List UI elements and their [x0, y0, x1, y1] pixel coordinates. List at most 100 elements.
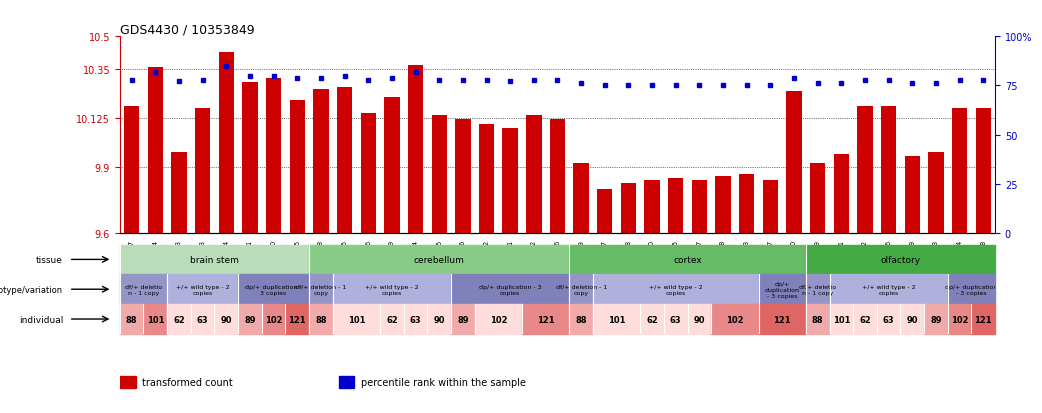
Bar: [880, 107, 896, 233]
Text: 88: 88: [126, 315, 138, 324]
Bar: [407, 66, 423, 233]
Bar: [597, 190, 613, 233]
Text: GDS4430 / 10353849: GDS4430 / 10353849: [120, 23, 254, 36]
Bar: [569, 275, 593, 304]
Text: 90: 90: [694, 315, 705, 324]
Bar: [361, 114, 376, 233]
Text: dp/+ duplication
- 3 copies: dp/+ duplication - 3 copies: [945, 284, 997, 295]
Bar: [451, 304, 475, 334]
Text: 101: 101: [348, 315, 365, 324]
Text: 102: 102: [726, 315, 744, 324]
Bar: [167, 304, 191, 334]
Bar: [120, 245, 309, 275]
Text: dp/+ duplication - 3
copies: dp/+ duplication - 3 copies: [479, 284, 542, 295]
Text: transformed count: transformed count: [142, 377, 232, 387]
Text: 63: 63: [670, 315, 681, 324]
Text: 101: 101: [833, 315, 850, 324]
Bar: [215, 304, 239, 334]
Bar: [621, 183, 636, 233]
Bar: [928, 153, 944, 233]
Bar: [858, 107, 873, 233]
Bar: [569, 245, 805, 275]
Text: 63: 63: [883, 315, 894, 324]
Bar: [805, 304, 829, 334]
Text: 101: 101: [147, 315, 164, 324]
Bar: [904, 157, 920, 233]
Text: percentile rank within the sample: percentile rank within the sample: [361, 377, 525, 387]
Bar: [332, 304, 380, 334]
Bar: [120, 304, 144, 334]
Bar: [239, 304, 262, 334]
Bar: [262, 304, 286, 334]
Bar: [309, 245, 569, 275]
Text: df/+ deletio
n - 1 copy: df/+ deletio n - 1 copy: [799, 284, 837, 295]
Bar: [853, 304, 876, 334]
Bar: [455, 120, 471, 233]
Bar: [829, 275, 948, 304]
Bar: [124, 107, 140, 233]
Text: 62: 62: [646, 315, 658, 324]
Bar: [380, 304, 403, 334]
Bar: [290, 100, 305, 233]
Bar: [502, 129, 518, 233]
Bar: [475, 304, 522, 334]
Bar: [759, 275, 805, 304]
Text: +/+ wild type - 2
copies: +/+ wild type - 2 copies: [365, 284, 419, 295]
Bar: [451, 275, 569, 304]
Bar: [479, 124, 494, 233]
Bar: [431, 116, 447, 233]
Text: 102: 102: [951, 315, 968, 324]
Text: 121: 121: [974, 315, 992, 324]
Bar: [148, 68, 163, 233]
Text: +/+ wild type - 2
copies: +/+ wild type - 2 copies: [649, 284, 702, 295]
Bar: [120, 275, 167, 304]
Bar: [805, 275, 829, 304]
Bar: [526, 116, 542, 233]
Bar: [876, 304, 900, 334]
Text: cerebellum: cerebellum: [414, 255, 465, 264]
Text: df/+ deletion - 1
copy: df/+ deletion - 1 copy: [555, 284, 606, 295]
Bar: [900, 304, 924, 334]
Text: cortex: cortex: [673, 255, 702, 264]
Text: dp/+ duplication -
3 copies: dp/+ duplication - 3 copies: [245, 284, 302, 295]
Text: 121: 121: [773, 315, 791, 324]
Bar: [144, 304, 167, 334]
Bar: [219, 52, 234, 233]
Text: individual: individual: [19, 315, 64, 324]
Bar: [712, 304, 759, 334]
Bar: [309, 275, 332, 304]
Bar: [314, 90, 328, 233]
Bar: [191, 304, 215, 334]
Bar: [805, 245, 995, 275]
Bar: [120, 376, 135, 388]
Text: 62: 62: [386, 315, 398, 324]
Bar: [427, 304, 451, 334]
Text: 63: 63: [410, 315, 421, 324]
Bar: [952, 109, 967, 233]
Bar: [692, 181, 708, 233]
Bar: [975, 109, 991, 233]
Text: 63: 63: [197, 315, 208, 324]
Bar: [948, 275, 995, 304]
Bar: [971, 304, 995, 334]
Bar: [644, 181, 660, 233]
Bar: [829, 304, 853, 334]
Text: 62: 62: [173, 315, 184, 324]
Bar: [171, 153, 187, 233]
Bar: [337, 87, 352, 233]
Text: 89: 89: [244, 315, 255, 324]
Text: 88: 88: [575, 315, 587, 324]
Text: df/+ deletio
n - 1 copy: df/+ deletio n - 1 copy: [125, 284, 163, 295]
Text: 62: 62: [859, 315, 871, 324]
Bar: [787, 92, 801, 233]
Bar: [573, 164, 589, 233]
Bar: [242, 83, 257, 233]
Text: 102: 102: [265, 315, 282, 324]
Bar: [834, 155, 849, 233]
Bar: [239, 275, 309, 304]
Text: 101: 101: [607, 315, 625, 324]
Text: 102: 102: [490, 315, 507, 324]
Text: 121: 121: [289, 315, 306, 324]
Text: olfactory: olfactory: [880, 255, 920, 264]
Text: genotype/variation: genotype/variation: [0, 285, 64, 294]
